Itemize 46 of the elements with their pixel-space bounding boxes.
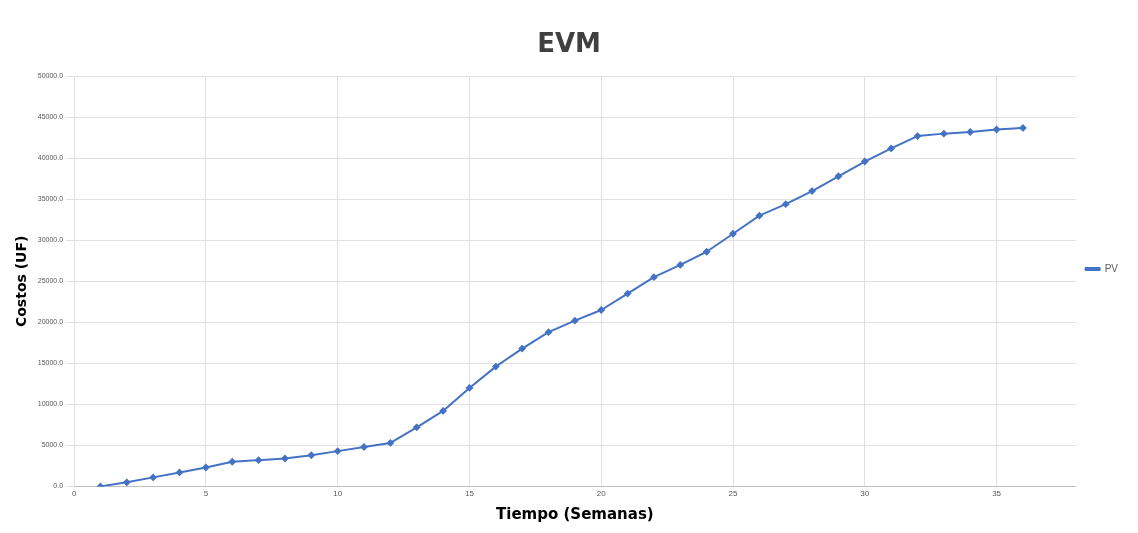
x-tick-label: 10 — [333, 489, 343, 499]
point — [176, 468, 184, 476]
x-tick-label: 5 — [203, 489, 209, 499]
point — [597, 306, 605, 314]
point — [861, 158, 869, 166]
point — [914, 132, 922, 140]
point — [307, 451, 315, 459]
x-axis-title: Tiempo (Semanas) — [496, 504, 654, 523]
point — [413, 423, 421, 431]
point — [676, 261, 684, 269]
point — [571, 317, 579, 325]
x-tick-label: 15 — [465, 489, 475, 499]
point — [149, 473, 157, 481]
point — [834, 172, 842, 180]
point — [966, 128, 974, 136]
point — [755, 212, 763, 220]
point — [281, 455, 289, 463]
x-tick-label: 25 — [728, 489, 739, 499]
point — [545, 328, 553, 336]
chart-title: EVM — [537, 28, 601, 59]
y-axis-title: Costos (UF) — [13, 235, 30, 328]
point — [492, 363, 500, 371]
point — [624, 290, 632, 298]
point — [808, 187, 816, 195]
point — [228, 458, 236, 466]
x-tick-label: 20 — [596, 489, 607, 499]
point — [940, 130, 948, 138]
point — [439, 407, 447, 415]
point — [202, 464, 210, 472]
point — [703, 248, 711, 256]
point — [334, 447, 342, 455]
point — [782, 200, 790, 208]
point — [255, 456, 263, 464]
point — [386, 439, 394, 447]
point — [887, 144, 895, 152]
x-tick-label: 0 — [71, 489, 77, 499]
x-tick-label: 35 — [992, 489, 1002, 499]
x-tick-label: 30 — [860, 489, 870, 499]
point — [650, 273, 658, 281]
legend-label: PV — [1104, 262, 1119, 274]
point — [729, 230, 737, 238]
point — [1019, 124, 1027, 132]
point — [465, 384, 473, 392]
point — [518, 345, 526, 353]
point — [993, 126, 1001, 134]
point — [123, 478, 131, 486]
